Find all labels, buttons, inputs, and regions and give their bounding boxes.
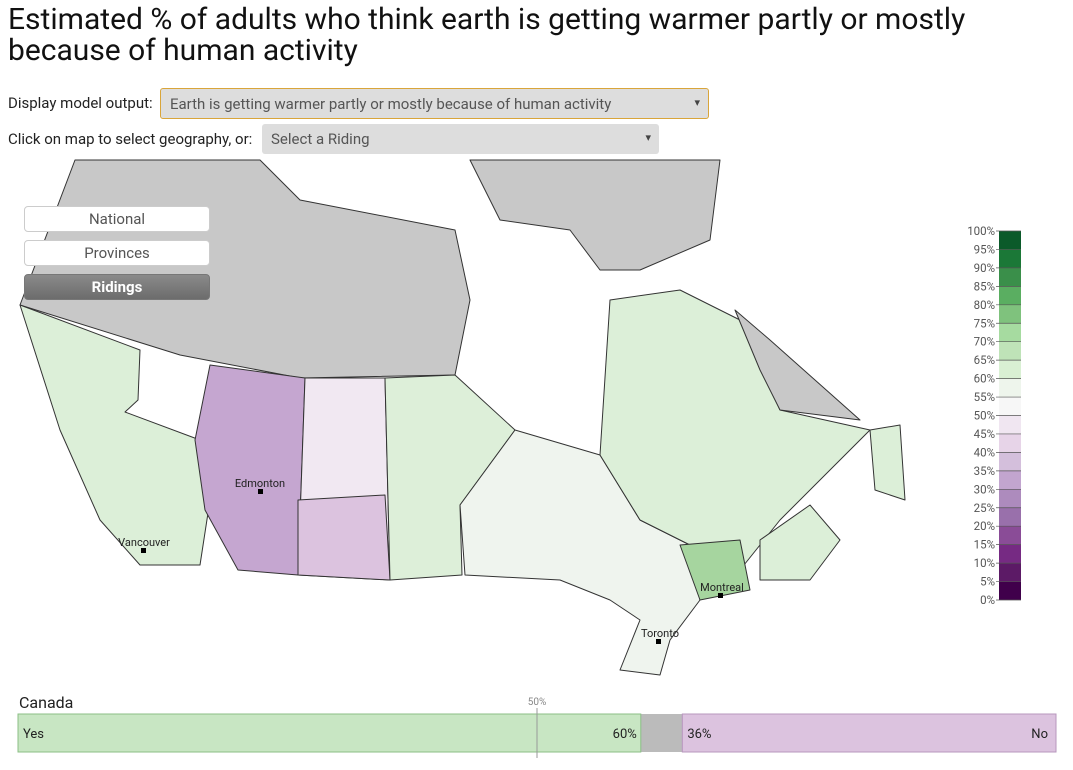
no-bar — [681, 713, 1057, 753]
labrador[interactable] — [734, 309, 861, 421]
yes-bar — [17, 713, 642, 753]
quebec[interactable] — [599, 289, 871, 601]
legend-label: 35% — [974, 464, 995, 478]
legend-swatch — [999, 452, 1021, 471]
city-marker — [718, 593, 723, 598]
legend-swatch — [999, 507, 1021, 527]
no-value: 36% — [687, 727, 711, 742]
legend-label: 60% — [974, 372, 995, 386]
legend-label: 50% — [974, 409, 995, 423]
legend-label: 75% — [974, 316, 995, 330]
yes-label: Yes — [23, 727, 44, 742]
no-label: No — [1031, 727, 1048, 742]
legend-label: 100% — [967, 224, 995, 238]
manitoba[interactable] — [384, 374, 516, 581]
midpoint-label: 50% — [528, 697, 547, 708]
arctic-islands[interactable] — [469, 159, 721, 271]
legend-label: 40% — [974, 445, 995, 459]
legend-label: 20% — [974, 519, 995, 533]
legend-label: 15% — [974, 538, 995, 552]
legend-label: 65% — [974, 353, 995, 367]
legend-swatch — [999, 433, 1021, 453]
city-label: Toronto — [641, 627, 679, 640]
legend-label: 45% — [974, 427, 995, 441]
legend-swatch — [999, 323, 1021, 342]
legend-swatch — [999, 286, 1021, 305]
legend-label: 25% — [974, 501, 995, 515]
quebec-south[interactable] — [679, 539, 751, 601]
bar-background — [18, 714, 1056, 752]
geo-label: Click on map to select geography, or: — [8, 130, 253, 148]
city-label: Montreal — [700, 581, 744, 594]
legend-swatch — [999, 249, 1021, 268]
city-label: Vancouver — [118, 536, 170, 549]
legend-swatch — [999, 267, 1021, 287]
maritimes[interactable] — [759, 504, 841, 581]
legend-swatch — [999, 397, 1021, 416]
legend-swatch — [999, 231, 1021, 250]
geo-button[interactable]: National — [24, 206, 210, 232]
legend-swatch — [999, 581, 1021, 600]
region-label: Canada — [19, 693, 73, 712]
city-marker — [258, 489, 263, 494]
british-columbia[interactable] — [19, 304, 211, 566]
city-marker — [656, 639, 661, 644]
legend-label: 30% — [974, 482, 995, 496]
legend-swatch — [999, 470, 1021, 490]
saskatchewan[interactable] — [297, 377, 391, 581]
legend-swatch — [999, 415, 1021, 434]
legend-label: 10% — [974, 556, 995, 570]
geo-select[interactable]: Select a Riding — [262, 124, 659, 154]
legend-label: 70% — [974, 335, 995, 349]
yes-value: 60% — [613, 727, 637, 742]
legend-label: 90% — [974, 261, 995, 275]
city-label: Edmonton — [235, 477, 285, 490]
territories[interactable] — [19, 159, 471, 379]
legend-swatch — [999, 563, 1021, 582]
alberta[interactable] — [194, 364, 306, 576]
legend-swatch — [999, 526, 1021, 545]
summary-bar: Canada 50% Yes 60% 36% No — [17, 693, 1057, 758]
title: Estimated % of adults who think earth is… — [8, 2, 966, 68]
city-marker — [141, 548, 146, 553]
legend-swatch — [999, 544, 1021, 564]
legend-swatch — [999, 304, 1021, 324]
legend-swatch — [999, 378, 1021, 398]
legend: 0% 5% 10% 15% 20% 25% 30% 35% 40% 45% 50% 55% 60% 65%… — [967, 224, 1021, 607]
newfoundland[interactable] — [869, 424, 906, 501]
legend-swatch — [999, 360, 1021, 379]
geo-button[interactable]: Provinces — [24, 240, 210, 266]
legend-label: 5% — [980, 575, 995, 589]
legend-swatch — [999, 489, 1021, 508]
geo-button[interactable]: Ridings — [24, 274, 210, 300]
sask-south[interactable] — [297, 494, 391, 581]
legend-label: 85% — [974, 279, 995, 293]
model-select[interactable]: Earth is getting warmer partly or mostly… — [160, 88, 709, 119]
model-label: Display model output: — [8, 94, 153, 112]
legend-label: 55% — [974, 390, 995, 404]
legend-swatch — [999, 341, 1021, 361]
legend-label: 0% — [980, 593, 995, 607]
legend-label: 95% — [974, 242, 995, 256]
ontario[interactable] — [459, 429, 701, 676]
legend-label: 80% — [974, 298, 995, 312]
